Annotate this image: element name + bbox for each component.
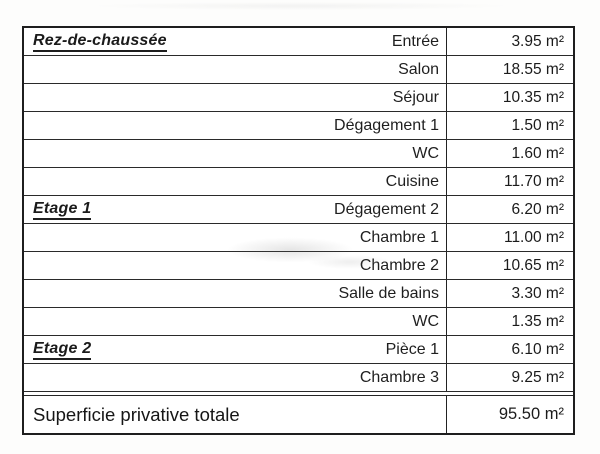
room-area: 1.60 m²: [511, 144, 564, 162]
table-row: Dégagement 1 1.50 m²: [24, 112, 573, 140]
total-label-cell: Superficie privative totale: [24, 396, 447, 433]
room-area: 10.65 m²: [502, 256, 564, 274]
table-row: Salon 18.55 m²: [24, 56, 573, 84]
surface-area-table: Rez-de-chaussée Entrée 3.95 m² Salon 18.…: [22, 26, 575, 435]
floor-label: Etage 1: [33, 199, 92, 220]
room-area: 1.50 m²: [511, 116, 564, 134]
room-area: 11.70 m²: [503, 172, 564, 190]
room-area: 3.95 m²: [511, 32, 564, 50]
room-name: Cuisine: [385, 172, 439, 190]
room-area: 6.10 m²: [511, 340, 564, 358]
room-name: WC: [412, 312, 439, 330]
total-label: Superficie privative totale: [33, 403, 240, 425]
floor-label: Etage 2: [33, 339, 92, 360]
room-name: WC: [412, 144, 439, 162]
room-name: Séjour: [392, 88, 439, 106]
room-name: Chambre 1: [359, 228, 439, 246]
row-left-cell: WC: [24, 140, 447, 167]
room-area: 10.35 m²: [502, 88, 564, 106]
table-row: WC 1.35 m²: [24, 308, 573, 336]
room-name: Dégagement 2: [334, 200, 439, 218]
room-name: Entrée: [391, 32, 439, 50]
row-left-cell: Salon: [24, 56, 447, 83]
table-row: Rez-de-chaussée Entrée 3.95 m²: [24, 28, 573, 56]
room-area: 6.20 m²: [511, 200, 564, 218]
table-row: WC 1.60 m²: [24, 140, 573, 168]
total-row: Superficie privative totale 95.50 m²: [24, 396, 573, 433]
row-left-cell: Chambre 1: [24, 224, 447, 251]
table-row: Chambre 3 9.25 m²: [24, 364, 573, 392]
floor-label: Rez-de-chaussée: [33, 31, 167, 52]
room-name: Dégagement 1: [334, 116, 439, 134]
row-left-cell: Rez-de-chaussée Entrée: [24, 28, 447, 55]
row-left-cell: WC: [24, 308, 447, 335]
row-left-cell: Salle de bains: [24, 280, 447, 307]
row-left-cell: Etage 2 Pièce 1: [24, 336, 447, 363]
room-area: 1.35 m²: [511, 312, 564, 330]
room-area: 9.25 m²: [511, 368, 564, 386]
table-row: Chambre 2 10.65 m²: [24, 252, 573, 280]
row-left-cell: Chambre 3: [24, 364, 447, 391]
room-name: Chambre 3: [359, 368, 439, 386]
table-row: Chambre 1 11.00 m²: [24, 224, 573, 252]
row-left-cell: Dégagement 1: [24, 112, 447, 139]
room-area: 18.55 m²: [502, 60, 564, 78]
row-left-cell: Cuisine: [24, 168, 447, 195]
room-area: 3.30 m²: [511, 284, 564, 302]
row-left-cell: Chambre 2: [24, 252, 447, 279]
table-row: Cuisine 11.70 m²: [24, 168, 573, 196]
room-name: Salon: [398, 60, 439, 78]
room-name: Pièce 1: [385, 340, 439, 358]
room-name: Salle de bains: [338, 284, 439, 302]
room-name: Chambre 2: [359, 256, 439, 274]
table-row: Séjour 10.35 m²: [24, 84, 573, 112]
table-row: Salle de bains 3.30 m²: [24, 280, 573, 308]
table-row: Etage 2 Pièce 1 6.10 m²: [24, 336, 573, 364]
total-area: 95.50 m²: [498, 405, 564, 423]
row-left-cell: Séjour: [24, 84, 447, 111]
room-area: 11.00 m²: [503, 228, 564, 246]
double-rule-divider: [24, 392, 573, 396]
table-row: Etage 1 Dégagement 2 6.20 m²: [24, 196, 573, 224]
row-left-cell: Etage 1 Dégagement 2: [24, 196, 447, 223]
